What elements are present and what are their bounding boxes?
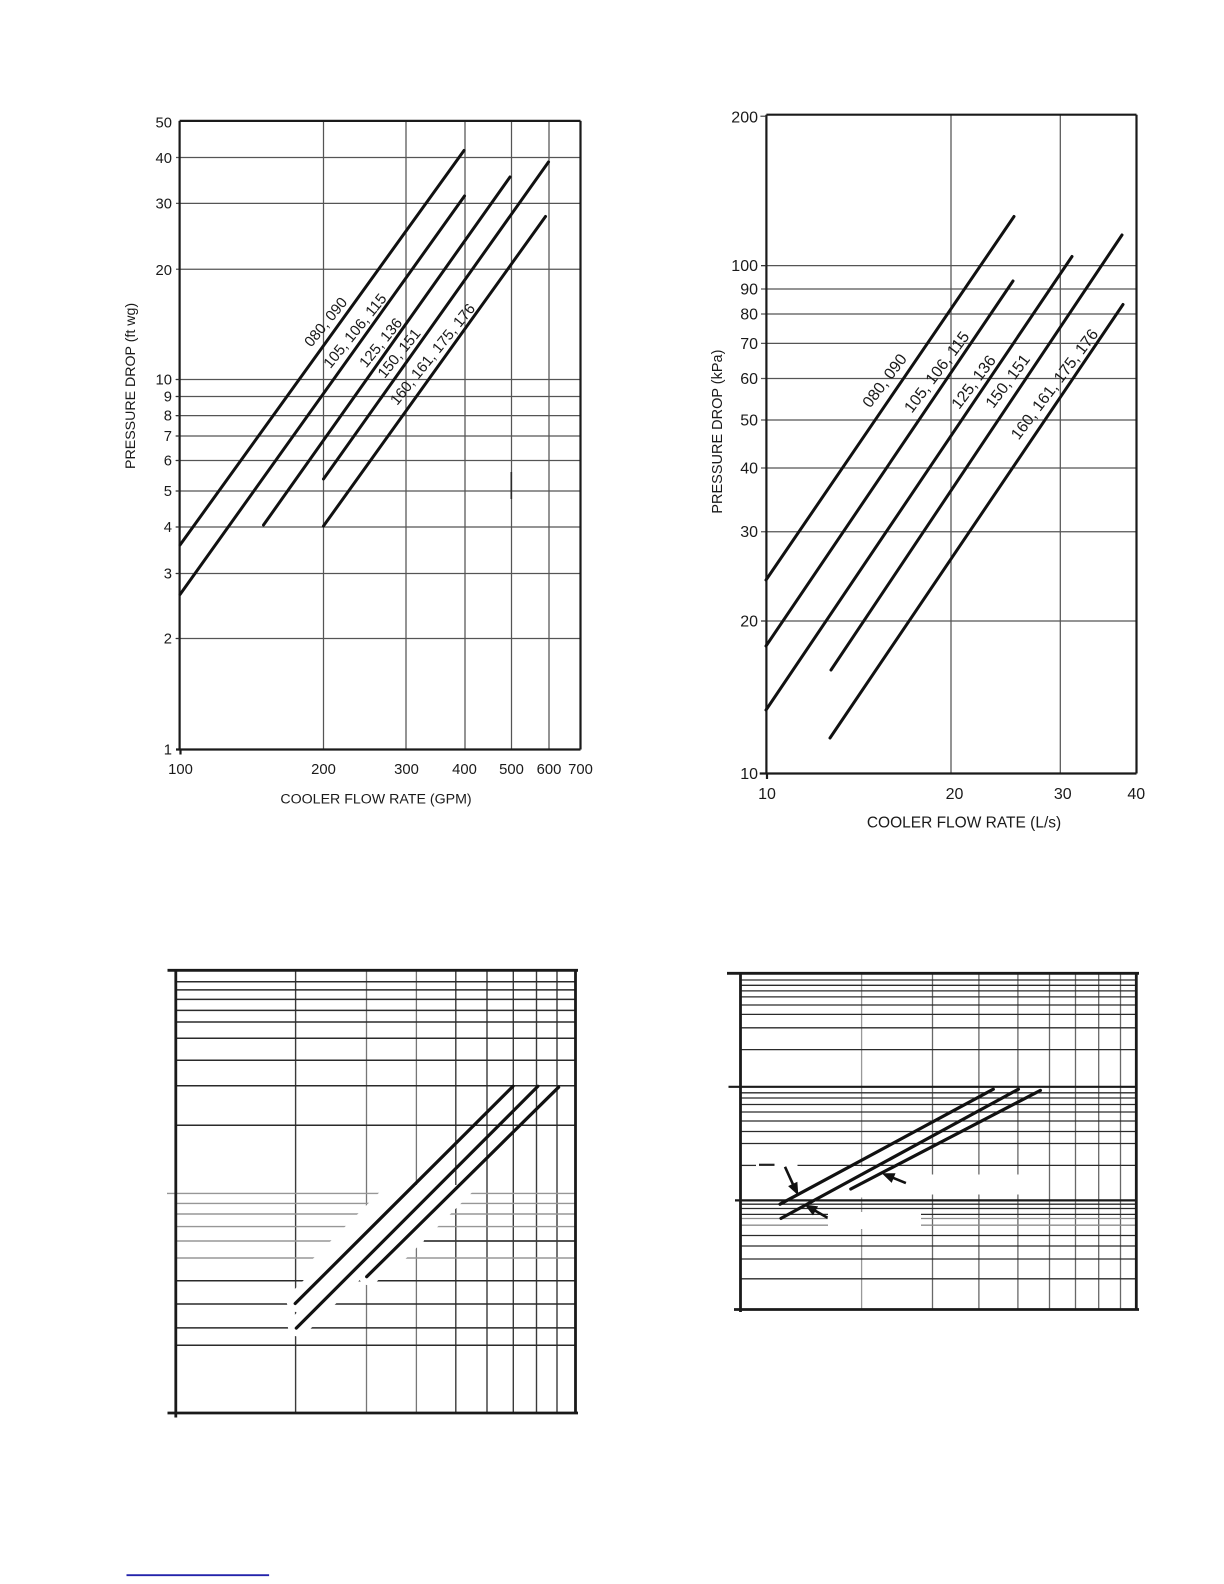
svg-text:80: 80 [740,307,758,324]
svg-text:40: 40 [1127,786,1145,803]
svg-text:6: 6 [164,454,172,470]
svg-text:2: 2 [164,632,172,648]
svg-text:COOLER FLOW RATE (L/s): COOLER FLOW RATE (L/s) [867,815,1061,832]
svg-text:200: 200 [731,110,758,127]
svg-text:9: 9 [164,390,172,406]
svg-text:400: 400 [452,762,477,778]
svg-text:PRESSURE DROP (kPa): PRESSURE DROP (kPa) [710,350,726,514]
svg-text:5: 5 [164,484,172,500]
svg-text:200: 200 [311,762,336,778]
svg-text:20: 20 [740,614,758,631]
svg-text:50: 50 [740,413,758,430]
svg-text:700: 700 [568,762,593,778]
svg-text:COOLER FLOW RATE (GPM): COOLER FLOW RATE (GPM) [280,792,471,808]
svg-text:10: 10 [740,766,758,783]
svg-text:7: 7 [164,429,172,445]
svg-text:40: 40 [156,151,172,167]
svg-text:PRESSURE DROP (ft wg): PRESSURE DROP (ft wg) [123,303,139,469]
svg-text:4: 4 [164,520,172,536]
svg-text:30: 30 [1054,786,1072,803]
svg-text:300: 300 [394,762,419,778]
svg-text:30: 30 [740,524,758,541]
svg-text:50: 50 [156,115,172,131]
svg-text:8: 8 [164,409,172,425]
svg-text:600: 600 [537,762,562,778]
svg-text:20: 20 [156,263,172,279]
svg-text:1: 1 [164,743,172,759]
svg-text:3: 3 [164,567,172,583]
svg-text:70: 70 [740,336,758,353]
svg-text:100: 100 [731,258,758,275]
svg-text:10: 10 [758,786,776,803]
svg-text:20: 20 [946,786,964,803]
svg-text:10: 10 [156,373,172,389]
svg-text:60: 60 [740,371,758,388]
svg-text:90: 90 [740,282,758,299]
svg-text:30: 30 [156,196,172,212]
svg-text:100: 100 [168,762,193,778]
svg-text:40: 40 [740,461,758,478]
svg-text:500: 500 [499,762,524,778]
